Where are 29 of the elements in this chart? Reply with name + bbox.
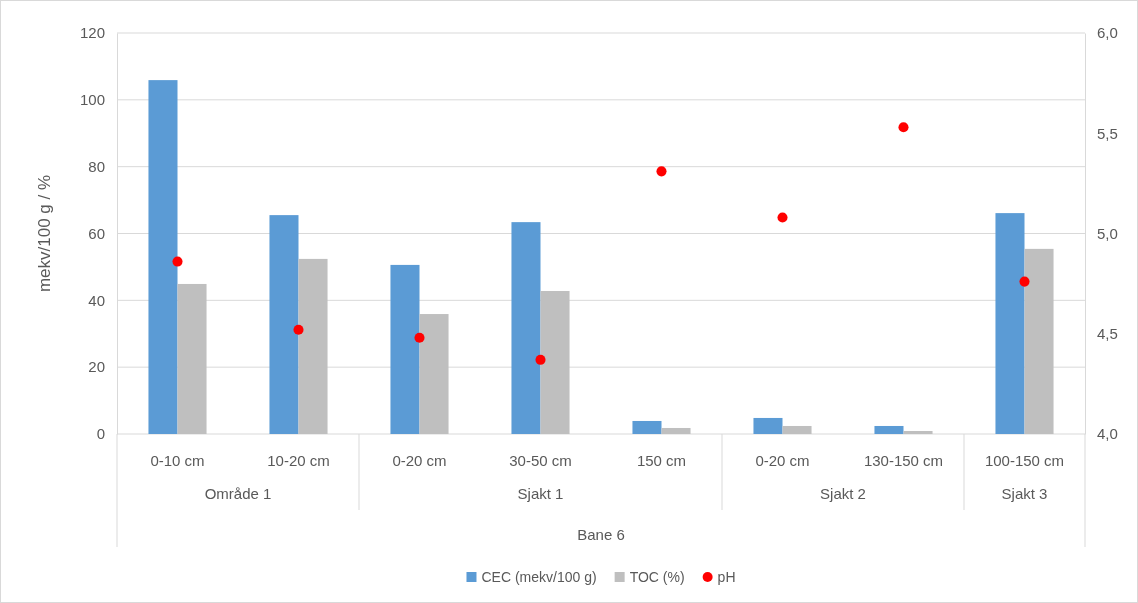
text: Sjakt 3 [1001,485,1048,502]
y2-tick-label: 4,5 [1097,325,1118,343]
text: Sjakt 2 [820,485,866,502]
x-tick-label: 30-50 cm [509,452,572,469]
text: Sjakt 1 [517,485,564,502]
x-tick-label: 0-20 cm [755,452,810,469]
x-tick-label: 0-20 cm [392,452,447,469]
text: Område 1 [204,485,272,502]
x-tick-label: 130-150 cm [863,452,944,469]
y-tick-label: 40 [88,291,105,309]
x-tick-label: 150 cm [636,452,687,469]
y2-tick-label: 6,0 [1097,24,1118,42]
y-tick-label: 0 [96,425,105,443]
legend-label: pH [717,569,736,585]
x-tick-label: 100-150 cm [984,452,1065,469]
y-axis-title: mekv/100 g / % [35,174,54,293]
y2-tick-label: 4,0 [1097,425,1118,443]
x-tick-label: 0-10 cm [150,452,205,469]
x-tick-label: 10-20 cm [267,452,330,469]
y-tick-label: 20 [88,358,105,376]
y2-tick-label: 5,0 [1097,224,1118,242]
y-tick-label: 120 [79,24,105,42]
text: Bane 6 [577,526,625,543]
y-tick-label: 60 [88,224,105,242]
y2-tick-label: 5,5 [1097,124,1118,142]
legend-label: CEC (mekv/100 g) [481,569,597,585]
y-tick-label: 80 [88,157,105,175]
legend-label: TOC (%) [629,569,685,585]
y-tick-label: 100 [79,91,105,109]
